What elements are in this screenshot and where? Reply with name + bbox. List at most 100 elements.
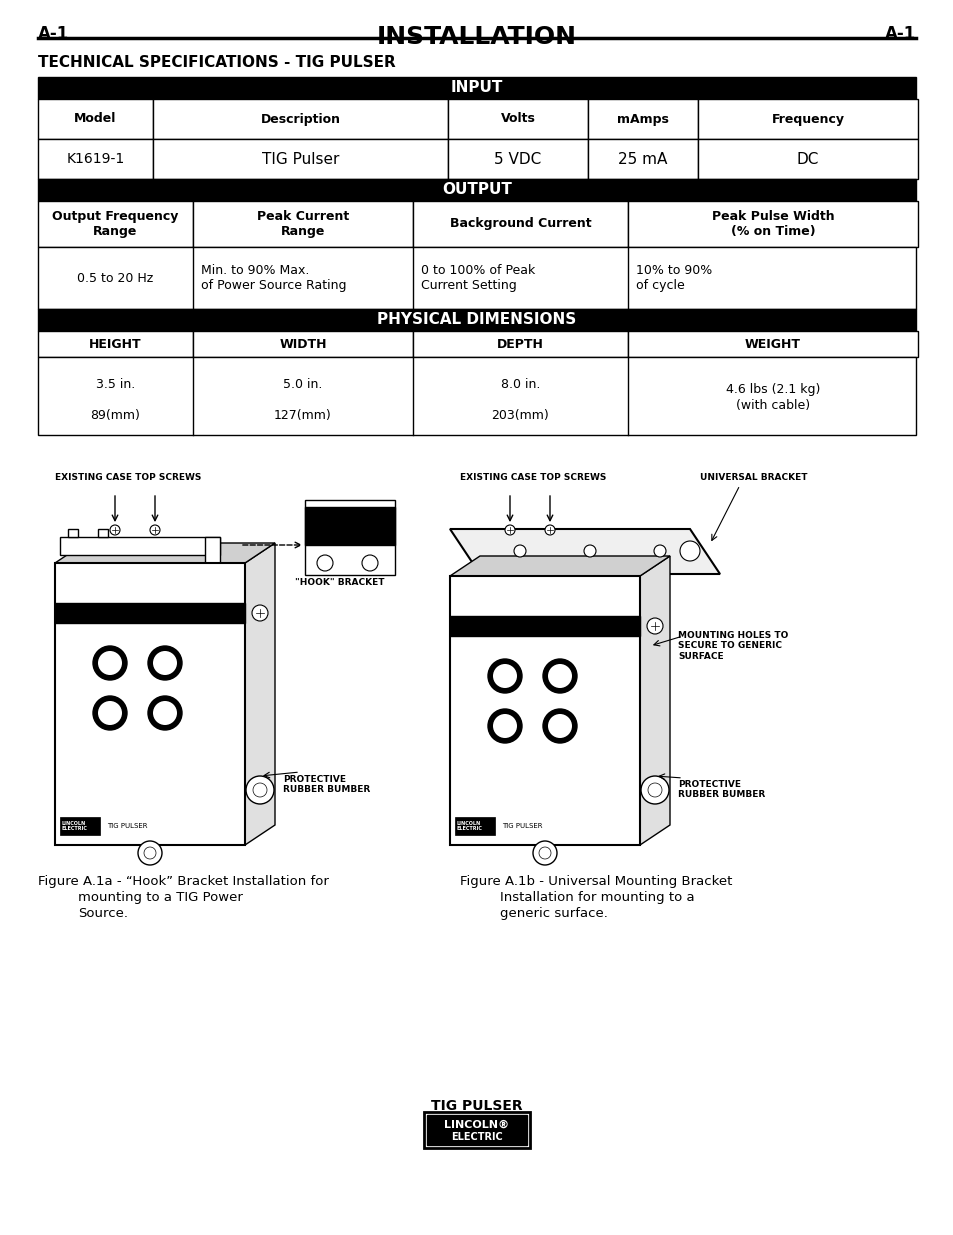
Circle shape [316, 555, 333, 571]
Circle shape [150, 525, 160, 535]
Circle shape [92, 697, 127, 730]
Text: 4.6 lbs (2.1 kg): 4.6 lbs (2.1 kg) [725, 383, 820, 395]
Bar [455, 818, 495, 835]
Text: 127(mm): 127(mm) [274, 409, 332, 421]
Text: generic surface.: generic surface. [499, 906, 607, 920]
Text: of cycle: of cycle [636, 279, 684, 293]
Text: LINCOLN
ELECTRIC: LINCOLN ELECTRIC [456, 820, 482, 831]
Bar [38, 357, 915, 435]
Text: Installation for mounting to a: Installation for mounting to a [499, 890, 694, 904]
Circle shape [514, 545, 525, 557]
Text: WIDTH: WIDTH [279, 337, 327, 351]
Circle shape [646, 618, 662, 634]
Bar [698, 140, 917, 179]
Bar [38, 309, 915, 331]
Text: 25 mA: 25 mA [618, 152, 667, 167]
Bar [413, 331, 627, 357]
Bar [587, 140, 698, 179]
Text: UNIVERSAL BRACKET: UNIVERSAL BRACKET [700, 473, 806, 482]
Bar [305, 500, 395, 576]
Text: OUTPUT: OUTPUT [441, 183, 512, 198]
Circle shape [504, 525, 515, 535]
Bar [427, 1115, 526, 1145]
Circle shape [110, 525, 120, 535]
Bar [448, 99, 587, 140]
Circle shape [542, 709, 577, 743]
Bar [152, 140, 448, 179]
Circle shape [252, 605, 268, 621]
Bar [448, 140, 587, 179]
Bar [305, 508, 395, 545]
Text: LINCOLN
ELECTRIC: LINCOLN ELECTRIC [62, 820, 88, 831]
Text: 203(mm): 203(mm) [491, 409, 549, 421]
Bar [587, 99, 698, 140]
Bar [193, 331, 413, 357]
Text: mounting to a TIG Power: mounting to a TIG Power [78, 890, 243, 904]
Polygon shape [245, 543, 274, 845]
Bar [55, 563, 245, 845]
Text: 3.5 in.: 3.5 in. [95, 378, 135, 391]
Text: of Power Source Rating: of Power Source Rating [201, 279, 346, 293]
Circle shape [538, 847, 551, 860]
Circle shape [152, 701, 177, 725]
Bar [38, 77, 915, 99]
Text: Figure A.1a - “Hook” Bracket Installation for: Figure A.1a - “Hook” Bracket Installatio… [38, 876, 329, 888]
Text: 8.0 in.: 8.0 in. [500, 378, 539, 391]
Text: DC: DC [796, 152, 819, 167]
Text: A-1: A-1 [883, 25, 915, 43]
Text: mAmps: mAmps [617, 112, 668, 126]
Circle shape [488, 709, 521, 743]
Circle shape [679, 541, 700, 561]
Text: Output Frequency
Range: Output Frequency Range [52, 210, 178, 238]
Circle shape [98, 701, 122, 725]
Text: EXISTING CASE TOP SCREWS: EXISTING CASE TOP SCREWS [459, 473, 606, 482]
Text: Model: Model [74, 112, 116, 126]
Bar [38, 99, 152, 140]
Circle shape [152, 651, 177, 676]
Text: 5.0 in.: 5.0 in. [283, 378, 322, 391]
Bar [205, 537, 220, 564]
Text: LINCOLN®: LINCOLN® [444, 1120, 509, 1130]
Text: 89(mm): 89(mm) [91, 409, 140, 421]
Bar [413, 201, 627, 247]
Circle shape [544, 525, 555, 535]
Bar [698, 99, 917, 140]
Text: Source.: Source. [78, 906, 128, 920]
Circle shape [547, 664, 572, 688]
Text: PHYSICAL DIMENSIONS: PHYSICAL DIMENSIONS [377, 312, 576, 327]
Circle shape [148, 646, 182, 680]
Text: Figure A.1b - Universal Mounting Bracket: Figure A.1b - Universal Mounting Bracket [459, 876, 732, 888]
Circle shape [253, 783, 267, 797]
Circle shape [647, 783, 661, 797]
Bar [98, 529, 108, 537]
Polygon shape [55, 543, 274, 563]
Circle shape [144, 847, 156, 860]
Text: Current Setting: Current Setting [420, 279, 517, 293]
Circle shape [640, 776, 668, 804]
Bar [38, 331, 193, 357]
Text: 0 to 100% of Peak: 0 to 100% of Peak [420, 263, 535, 277]
Circle shape [92, 646, 127, 680]
Text: (with cable): (with cable) [735, 399, 809, 411]
Circle shape [547, 714, 572, 739]
Bar [60, 818, 100, 835]
Bar [68, 529, 78, 537]
Text: Peak Current
Range: Peak Current Range [256, 210, 349, 238]
Circle shape [488, 659, 521, 693]
Bar [38, 140, 152, 179]
Bar [627, 201, 917, 247]
Text: PROTECTIVE
RUBBER BUMBER: PROTECTIVE RUBBER BUMBER [678, 781, 764, 799]
Circle shape [493, 664, 517, 688]
Circle shape [246, 776, 274, 804]
Text: Min. to 90% Max.: Min. to 90% Max. [201, 263, 309, 277]
Text: TIG PULSER: TIG PULSER [431, 1099, 522, 1113]
Circle shape [148, 697, 182, 730]
Text: A-1: A-1 [38, 25, 70, 43]
Text: 5 VDC: 5 VDC [494, 152, 541, 167]
Text: "HOOK" BRACKET: "HOOK" BRACKET [294, 578, 384, 587]
Circle shape [138, 841, 162, 864]
Bar [627, 331, 917, 357]
Text: Description: Description [260, 112, 340, 126]
Text: ELECTRIC: ELECTRIC [451, 1131, 502, 1141]
Text: TIG PULSER: TIG PULSER [501, 823, 542, 829]
